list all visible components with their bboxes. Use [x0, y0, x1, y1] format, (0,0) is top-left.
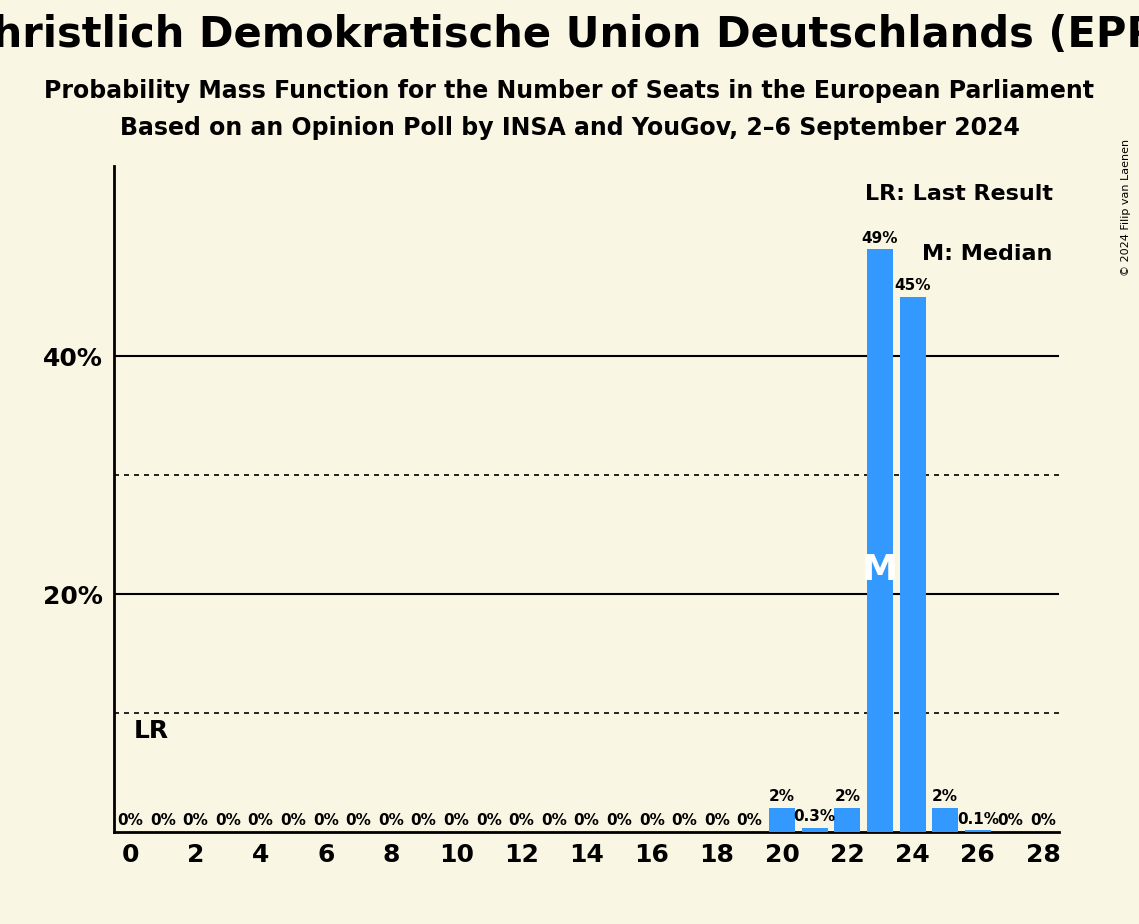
Text: 0%: 0%: [378, 813, 404, 828]
Text: 0%: 0%: [606, 813, 632, 828]
Text: 0%: 0%: [182, 813, 208, 828]
Text: 45%: 45%: [894, 278, 931, 294]
Text: 0%: 0%: [737, 813, 762, 828]
Text: 0%: 0%: [280, 813, 306, 828]
Text: 2%: 2%: [932, 789, 958, 804]
Text: 0%: 0%: [117, 813, 144, 828]
Text: 0%: 0%: [443, 813, 469, 828]
Text: 0%: 0%: [345, 813, 371, 828]
Text: M: M: [862, 553, 898, 587]
Text: 0%: 0%: [998, 813, 1023, 828]
Text: © 2024 Filip van Laenen: © 2024 Filip van Laenen: [1121, 139, 1131, 275]
Text: 2%: 2%: [769, 789, 795, 804]
Text: 2%: 2%: [835, 789, 860, 804]
Text: 0%: 0%: [247, 813, 273, 828]
Text: Based on an Opinion Poll by INSA and YouGov, 2–6 September 2024: Based on an Opinion Poll by INSA and You…: [120, 116, 1019, 140]
Text: 0%: 0%: [215, 813, 241, 828]
Bar: [769, 808, 795, 832]
Text: 0.3%: 0.3%: [794, 809, 836, 824]
Text: 0%: 0%: [476, 813, 501, 828]
Text: M: Median: M: Median: [923, 244, 1052, 263]
Text: 0%: 0%: [541, 813, 567, 828]
Text: 0%: 0%: [672, 813, 697, 828]
Bar: [867, 249, 893, 832]
Bar: [932, 808, 958, 832]
Bar: [835, 808, 860, 832]
Bar: [900, 297, 926, 832]
Bar: [802, 828, 828, 832]
Text: 0%: 0%: [313, 813, 338, 828]
Text: 0%: 0%: [574, 813, 599, 828]
Text: 0.1%: 0.1%: [957, 812, 999, 827]
Text: 49%: 49%: [862, 231, 899, 246]
Text: 0%: 0%: [704, 813, 730, 828]
Text: 0%: 0%: [508, 813, 534, 828]
Text: 0%: 0%: [1030, 813, 1056, 828]
Text: 0%: 0%: [639, 813, 665, 828]
Text: Christlich Demokratische Union Deutschlands (EPP): Christlich Demokratische Union Deutschla…: [0, 14, 1139, 55]
Text: 0%: 0%: [150, 813, 175, 828]
Text: LR: LR: [134, 719, 170, 743]
Text: Probability Mass Function for the Number of Seats in the European Parliament: Probability Mass Function for the Number…: [44, 79, 1095, 103]
Text: 0%: 0%: [411, 813, 436, 828]
Text: LR: Last Result: LR: Last Result: [865, 184, 1052, 204]
Bar: [965, 831, 991, 832]
